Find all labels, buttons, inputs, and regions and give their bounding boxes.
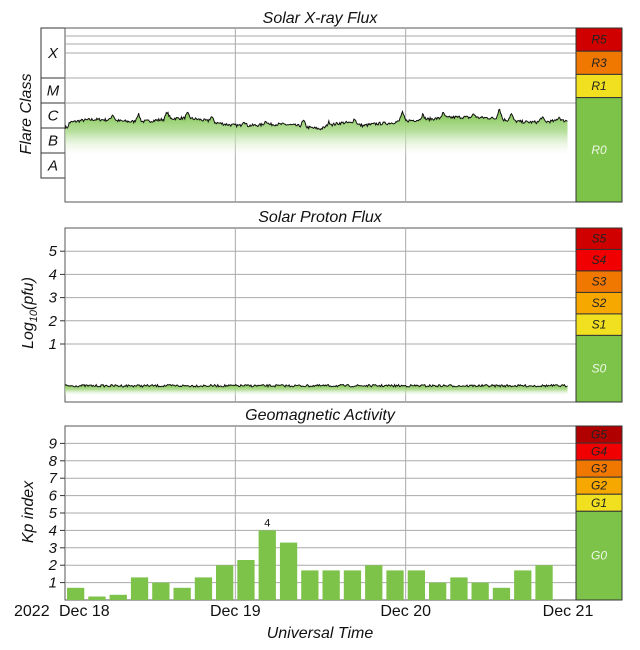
proton-gridlines xyxy=(65,228,576,402)
scale-label-g0: G0 xyxy=(591,549,607,563)
xray-gridlines xyxy=(65,28,576,202)
flare-class-a: A xyxy=(47,158,58,175)
kp-tick-label: 1 xyxy=(49,575,57,592)
x-tick-label: Dec 19 xyxy=(210,603,261,620)
proton-plot-frame xyxy=(64,227,577,403)
flare-class-b: B xyxy=(48,133,58,150)
kp-ylabel: Kp index xyxy=(20,480,37,543)
scale-level-g0 xyxy=(575,510,623,601)
kp-bar xyxy=(407,570,425,600)
kp-bar xyxy=(322,570,340,600)
geomagnetic-storm-scale: G5 G4 G3 G2 G1 G0 xyxy=(575,425,623,601)
scale-label-r1: R1 xyxy=(591,79,606,93)
proton-flux-line xyxy=(64,383,568,388)
kp-bar xyxy=(216,565,234,600)
x-axis-label: Universal Time xyxy=(267,625,374,642)
kp-bar xyxy=(343,570,362,600)
xray-plot-frame xyxy=(64,27,577,203)
kp-bar xyxy=(88,596,106,600)
scale-label-g5: G5 xyxy=(591,428,607,442)
xray-title: Solar X-ray Flux xyxy=(263,10,379,27)
scale-label-r3: R3 xyxy=(591,56,607,70)
kp-bar xyxy=(130,577,149,600)
kp-bar xyxy=(279,542,298,600)
x-axis-year: 2022 xyxy=(14,603,50,620)
flare-class-m: M xyxy=(47,83,60,100)
x-axis: 2022 Dec 18 Dec 19 Dec 20 Dec 21 Universal … xyxy=(14,603,593,642)
kp-tick-label: 7 xyxy=(49,470,58,487)
x-tick-label: Dec 20 xyxy=(380,603,431,620)
kp-bar xyxy=(492,587,511,600)
scale-label-g1: G1 xyxy=(591,496,607,510)
radiation-storm-scale: S5 S4 S3 S2 S1 S0 xyxy=(575,227,623,403)
kp-bar xyxy=(514,570,532,600)
kp-tick-label: 8 xyxy=(49,453,58,470)
scale-label-r5: R5 xyxy=(591,33,607,47)
flare-class-x: X xyxy=(47,45,59,62)
scale-label-s3: S3 xyxy=(592,275,607,289)
scale-label-g3: G3 xyxy=(591,462,607,476)
scale-label-s1: S1 xyxy=(592,318,607,332)
kp-tick-label: 4 xyxy=(49,522,57,539)
scale-label-s0: S0 xyxy=(592,362,607,376)
kp-tick-label: 9 xyxy=(49,435,58,452)
kp-tick-label: 6 xyxy=(49,488,58,505)
kp-bar xyxy=(237,560,255,600)
scale-label-r0: R0 xyxy=(591,143,607,157)
scale-label-g4: G4 xyxy=(591,445,607,459)
x-tick-label: Dec 21 xyxy=(543,603,594,620)
proton-tick-label: 2 xyxy=(48,313,58,330)
proton-title: Solar Proton Flux xyxy=(258,209,383,226)
x-tick-label: Dec 18 xyxy=(59,603,110,620)
kp-bar xyxy=(173,587,191,600)
kp-tick-label: 3 xyxy=(49,540,58,557)
kp-bar xyxy=(152,582,170,600)
xray-ylabel: Flare Class xyxy=(18,74,35,155)
scale-label-s5: S5 xyxy=(592,232,607,246)
proton-tick-label: 5 xyxy=(49,243,58,260)
kp-gridlines xyxy=(65,426,576,600)
proton-flux-area xyxy=(65,384,568,396)
kp-bar xyxy=(194,577,213,600)
kp-bar xyxy=(258,530,276,600)
kp-bar xyxy=(301,570,319,600)
proton-tick-label: 3 xyxy=(49,290,58,307)
kp-bar xyxy=(535,565,553,600)
scale-label-g2: G2 xyxy=(591,479,607,493)
kp-bar xyxy=(109,594,127,600)
kp-bar xyxy=(429,582,447,600)
proton-y-ticks: 1 2 3 4 5 xyxy=(48,243,65,353)
scale-label-s2: S2 xyxy=(592,296,607,310)
scale-level-r0 xyxy=(575,97,623,203)
kp-bar xyxy=(365,565,383,600)
proton-tick-label: 4 xyxy=(49,266,57,283)
kp-bars xyxy=(67,530,553,600)
scale-level-s0 xyxy=(575,334,623,403)
xray-flux-area xyxy=(65,109,568,158)
scale-label-s4: S4 xyxy=(592,253,607,267)
kp-bar xyxy=(386,570,404,600)
kp-title: Geomagnetic Activity xyxy=(245,407,396,424)
kp-peak-value-label: 4 xyxy=(264,517,270,529)
kp-bar xyxy=(67,587,85,600)
flare-class-c: C xyxy=(48,108,59,125)
x-axis-ticks: Dec 18 Dec 19 Dec 20 Dec 21 xyxy=(59,603,593,620)
kp-bar xyxy=(450,577,468,600)
radio-blackout-scale: R5 R3 R1 R0 xyxy=(575,27,623,203)
kp-tick-label: 5 xyxy=(49,505,58,522)
xray-flux-line xyxy=(64,108,568,131)
kp-tick-label: 2 xyxy=(48,557,58,574)
proton-ylabel: Log10(pfu) xyxy=(20,277,40,349)
kp-panel: Geomagnetic Activity Kp index 123456789 … xyxy=(20,407,623,601)
kp-bar xyxy=(471,582,489,600)
proton-tick-label: 1 xyxy=(49,336,57,353)
